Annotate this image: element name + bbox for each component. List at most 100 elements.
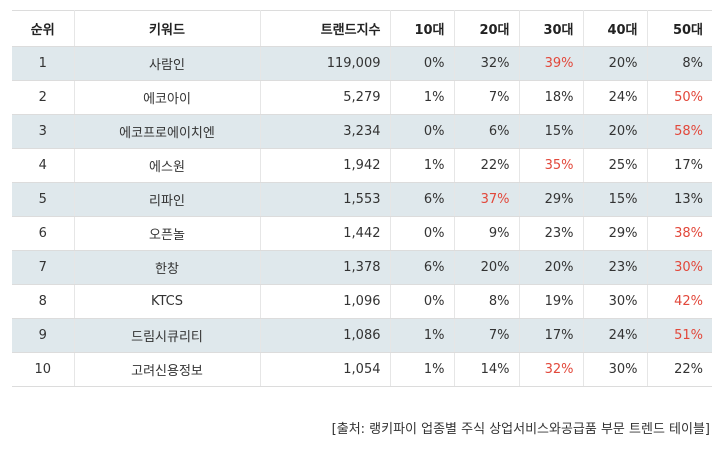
- cell-age-50s: 38%: [647, 216, 712, 251]
- cell-rank: 6: [12, 216, 75, 251]
- cell-age-30s: 17%: [519, 318, 584, 353]
- cell-rank: 2: [12, 80, 75, 115]
- cell-age-30s: 39%: [519, 46, 584, 81]
- cell-keyword[interactable]: 리파인: [74, 182, 261, 217]
- cell-age-50s: 13%: [647, 182, 712, 217]
- cell-keyword[interactable]: 에코아이: [74, 80, 261, 115]
- table-row[interactable]: 3 에코프로에이치엔 3,234 0% 6% 15% 20% 58%: [12, 114, 712, 149]
- cell-age-20s: 8%: [454, 284, 520, 319]
- cell-age-10s: 1%: [390, 352, 455, 387]
- cell-keyword[interactable]: 에스원: [74, 148, 261, 183]
- cell-trend-index: 3,234: [260, 114, 391, 149]
- cell-age-30s: 32%: [519, 352, 584, 387]
- cell-age-10s: 6%: [390, 182, 455, 217]
- cell-age-20s: 9%: [454, 216, 520, 251]
- cell-age-50s: 30%: [647, 250, 712, 285]
- cell-age-10s: 1%: [390, 80, 455, 115]
- cell-age-50s: 22%: [647, 352, 712, 387]
- cell-keyword[interactable]: 사람인: [74, 46, 261, 81]
- cell-age-50s: 42%: [647, 284, 712, 319]
- table-row[interactable]: 10 고려신용정보 1,054 1% 14% 32% 30% 22%: [12, 352, 712, 387]
- header-keyword[interactable]: 키워드: [74, 10, 261, 47]
- cell-age-20s: 22%: [454, 148, 520, 183]
- table-row[interactable]: 6 오픈놀 1,442 0% 9% 23% 29% 38%: [12, 216, 712, 251]
- cell-age-40s: 23%: [583, 250, 648, 285]
- cell-age-40s: 30%: [583, 284, 648, 319]
- table-body: 1 사람인 119,009 0% 32% 39% 20% 8% 2 에코아이 5,279 1% 7% 18…: [12, 46, 712, 387]
- cell-keyword[interactable]: 오픈놀: [74, 216, 261, 251]
- cell-keyword[interactable]: 에코프로에이치엔: [74, 114, 261, 149]
- cell-age-10s: 1%: [390, 318, 455, 353]
- cell-trend-index: 1,096: [260, 284, 391, 319]
- cell-trend-index: 1,942: [260, 148, 391, 183]
- cell-rank: 1: [12, 46, 75, 81]
- cell-keyword[interactable]: 고려신용정보: [74, 352, 261, 387]
- cell-age-40s: 29%: [583, 216, 648, 251]
- cell-rank: 8: [12, 284, 75, 319]
- cell-trend-index: 1,442: [260, 216, 391, 251]
- cell-age-30s: 19%: [519, 284, 584, 319]
- cell-age-50s: 50%: [647, 80, 712, 115]
- cell-age-40s: 24%: [583, 80, 648, 115]
- cell-age-20s: 14%: [454, 352, 520, 387]
- cell-age-40s: 24%: [583, 318, 648, 353]
- cell-trend-index: 5,279: [260, 80, 391, 115]
- header-age-20s[interactable]: 20대: [454, 10, 520, 47]
- cell-age-20s: 32%: [454, 46, 520, 81]
- cell-age-20s: 20%: [454, 250, 520, 285]
- cell-age-40s: 25%: [583, 148, 648, 183]
- table-row[interactable]: 9 드림시큐리티 1,086 1% 7% 17% 24% 51%: [12, 318, 712, 353]
- table-row[interactable]: 5 리파인 1,553 6% 37% 29% 15% 13%: [12, 182, 712, 217]
- cell-age-40s: 20%: [583, 46, 648, 81]
- cell-rank: 10: [12, 352, 75, 387]
- cell-age-30s: 23%: [519, 216, 584, 251]
- cell-age-30s: 15%: [519, 114, 584, 149]
- header-age-10s[interactable]: 10대: [390, 10, 455, 47]
- table-row[interactable]: 7 한창 1,378 6% 20% 20% 23% 30%: [12, 250, 712, 285]
- cell-age-30s: 18%: [519, 80, 584, 115]
- cell-age-30s: 20%: [519, 250, 584, 285]
- cell-age-40s: 15%: [583, 182, 648, 217]
- cell-age-10s: 0%: [390, 216, 455, 251]
- source-caption: [출처: 랭키파이 업종별 주식 상업서비스와공급품 부문 트렌드 테이블]: [331, 422, 710, 437]
- cell-age-30s: 35%: [519, 148, 584, 183]
- cell-rank: 5: [12, 182, 75, 217]
- cell-rank: 7: [12, 250, 75, 285]
- cell-age-10s: 0%: [390, 284, 455, 319]
- cell-age-50s: 58%: [647, 114, 712, 149]
- cell-age-10s: 0%: [390, 46, 455, 81]
- cell-age-20s: 7%: [454, 80, 520, 115]
- cell-age-20s: 37%: [454, 182, 520, 217]
- table-header-row: 순위 키워드 트랜드지수 10대 20대 30대 40대 50대: [12, 10, 712, 47]
- cell-rank: 4: [12, 148, 75, 183]
- table-row[interactable]: 2 에코아이 5,279 1% 7% 18% 24% 50%: [12, 80, 712, 115]
- cell-trend-index: 1,553: [260, 182, 391, 217]
- cell-age-40s: 30%: [583, 352, 648, 387]
- header-age-30s[interactable]: 30대: [519, 10, 584, 47]
- cell-age-10s: 6%: [390, 250, 455, 285]
- cell-rank: 3: [12, 114, 75, 149]
- cell-keyword[interactable]: KTCS: [74, 284, 261, 319]
- cell-age-20s: 6%: [454, 114, 520, 149]
- cell-rank: 9: [12, 318, 75, 353]
- cell-age-20s: 7%: [454, 318, 520, 353]
- cell-trend-index: 119,009: [260, 46, 391, 81]
- cell-trend-index: 1,378: [260, 250, 391, 285]
- header-age-50s[interactable]: 50대: [647, 10, 712, 47]
- cell-keyword[interactable]: 한창: [74, 250, 261, 285]
- table-row[interactable]: 1 사람인 119,009 0% 32% 39% 20% 8%: [12, 46, 712, 81]
- cell-age-50s: 17%: [647, 148, 712, 183]
- table-row[interactable]: 8 KTCS 1,096 0% 8% 19% 30% 42%: [12, 284, 712, 319]
- cell-age-40s: 20%: [583, 114, 648, 149]
- cell-age-50s: 8%: [647, 46, 712, 81]
- cell-age-50s: 51%: [647, 318, 712, 353]
- header-trend-index[interactable]: 트랜드지수: [260, 10, 391, 47]
- cell-age-10s: 1%: [390, 148, 455, 183]
- cell-trend-index: 1,086: [260, 318, 391, 353]
- header-age-40s[interactable]: 40대: [583, 10, 648, 47]
- header-rank[interactable]: 순위: [12, 10, 75, 47]
- table-row[interactable]: 4 에스원 1,942 1% 22% 35% 25% 17%: [12, 148, 712, 183]
- cell-age-10s: 0%: [390, 114, 455, 149]
- cell-keyword[interactable]: 드림시큐리티: [74, 318, 261, 353]
